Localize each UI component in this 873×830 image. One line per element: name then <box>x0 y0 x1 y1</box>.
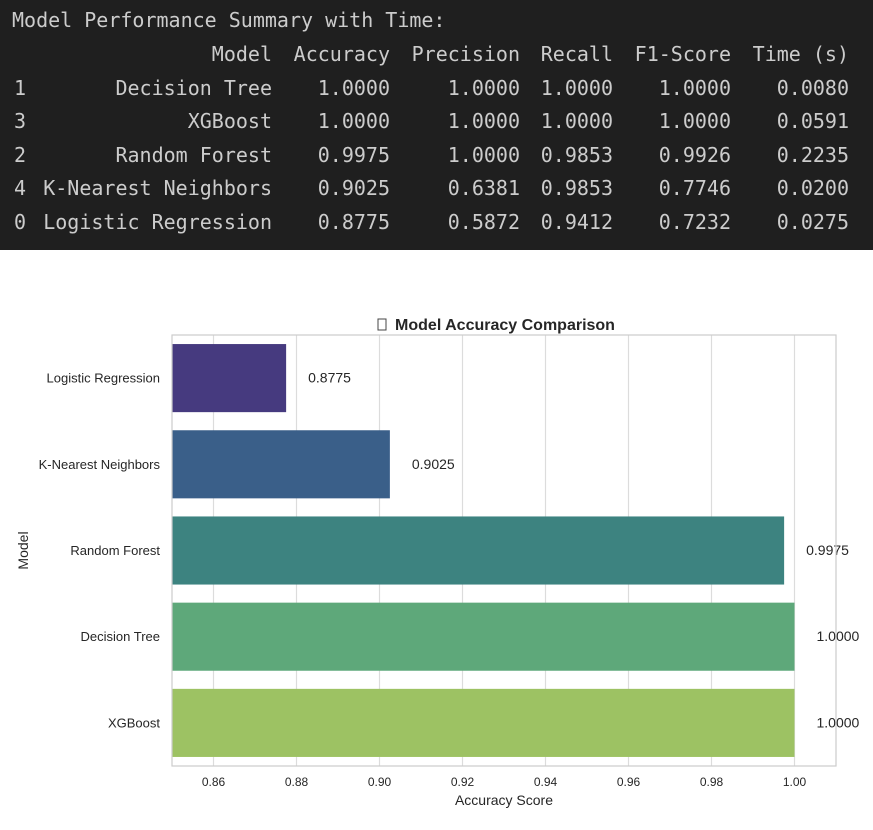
table-cell-time: 0.2235 <box>776 142 849 167</box>
table-cell-accuracy: 0.8775 <box>317 209 390 234</box>
x-tick-label: 1.00 <box>783 775 807 789</box>
data-label: 1.0000 <box>817 628 860 644</box>
table-cell-accuracy: 0.9025 <box>317 176 390 200</box>
table-cell-precision: 0.5872 <box>447 209 520 234</box>
table-cell-precision: 0.6381 <box>447 176 520 200</box>
x-tick-label: 0.94 <box>534 775 558 789</box>
table-cell-model: K-Nearest Neighbors <box>43 176 272 200</box>
table-header: Precision <box>411 42 520 66</box>
table-cell-time: 0.0080 <box>776 75 849 100</box>
x-axis-label: Accuracy Score <box>455 792 553 808</box>
x-tick-label: 0.88 <box>285 775 309 789</box>
table-cell-recall: 0.9853 <box>540 142 613 167</box>
data-label: 1.0000 <box>817 714 860 730</box>
bar <box>172 602 795 671</box>
table-header: Recall <box>540 42 613 66</box>
category-label: K-Nearest Neighbors <box>39 457 161 472</box>
data-label: 0.9025 <box>412 456 455 472</box>
table-header: Model <box>211 42 272 66</box>
data-label: 0.8775 <box>308 370 351 386</box>
category-label: XGBoost <box>108 715 160 730</box>
x-tick-label: 0.98 <box>700 775 724 789</box>
category-label: Random Forest <box>70 543 160 558</box>
summary-title: Model Performance Summary with Time: <box>12 8 446 32</box>
table-cell-f1: 0.9926 <box>658 142 731 167</box>
table-cell-model: Logistic Regression <box>43 209 272 234</box>
table-cell-f1: 0.7746 <box>658 176 731 200</box>
x-tick-label: 0.90 <box>368 775 392 789</box>
x-tick-label: 0.86 <box>202 775 226 789</box>
table-cell-model: Random Forest <box>115 142 272 167</box>
table-cell-precision: 1.0000 <box>447 109 520 133</box>
table-cell-model: XGBoost <box>187 109 272 133</box>
row-index: 4 <box>14 176 27 200</box>
table-cell-recall: 1.0000 <box>540 109 613 133</box>
table-cell-recall: 0.9412 <box>540 209 613 234</box>
table-cell-accuracy: 1.0000 <box>317 75 390 100</box>
row-index: 1 <box>14 75 27 100</box>
table-cell-recall: 1.0000 <box>540 75 613 100</box>
bar <box>172 688 795 757</box>
table-cell-f1: 1.0000 <box>658 109 731 133</box>
bar <box>172 430 390 499</box>
x-tick-label: 0.92 <box>451 775 475 789</box>
category-label: Logistic Regression <box>47 371 160 386</box>
y-axis-label: Model <box>15 531 31 569</box>
plot-frame <box>171 334 837 767</box>
row-index: 0 <box>14 209 27 234</box>
table-header: F1-Score <box>634 42 731 66</box>
table-cell-time: 0.0591 <box>776 109 849 133</box>
chart-title: Model Accuracy Comparison <box>395 317 615 334</box>
table-header: Time (s) <box>752 42 849 66</box>
x-tick-label: 0.96 <box>617 775 641 789</box>
table-cell-model: Decision Tree <box>115 75 272 100</box>
table-header: Accuracy <box>293 42 390 66</box>
accuracy-chart: Logistic Regression 0.8775 K-Nearest Neigh… <box>0 250 873 830</box>
table-cell-precision: 1.0000 <box>447 75 520 100</box>
table-cell-time: 0.0200 <box>776 176 849 200</box>
row-index: 3 <box>14 109 27 133</box>
table-cell-time: 0.0275 <box>776 209 849 234</box>
data-label: 0.9975 <box>806 542 849 558</box>
category-label: Decision Tree <box>81 629 160 644</box>
accuracy-chart-svg: Logistic Regression 0.8775 K-Nearest Neigh… <box>15 317 860 808</box>
missing-glyph-icon <box>377 318 387 331</box>
bar <box>172 516 785 585</box>
terminal-output: Model Performance Summary with Time: Mod… <box>0 0 873 250</box>
row-index: 2 <box>14 142 27 167</box>
table-cell-f1: 1.0000 <box>658 75 731 100</box>
table-cell-f1: 0.7232 <box>658 209 731 234</box>
table-cell-recall: 0.9853 <box>540 176 613 200</box>
table-cell-accuracy: 1.0000 <box>317 109 390 133</box>
bar <box>172 344 287 413</box>
table-cell-precision: 1.0000 <box>447 142 520 167</box>
table-cell-accuracy: 0.9975 <box>317 142 390 167</box>
